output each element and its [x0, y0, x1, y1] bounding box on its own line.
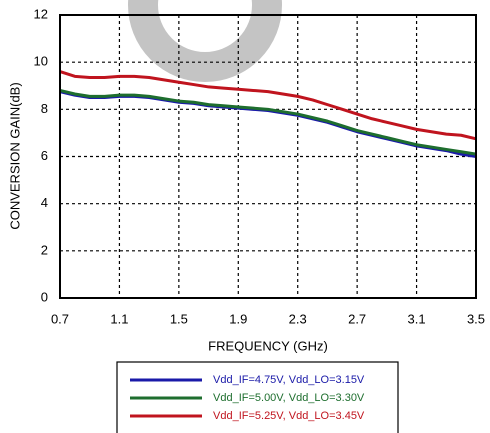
y-tick-label: 4: [41, 195, 48, 210]
x-tick-label: 1.1: [110, 311, 128, 326]
y-tick-label: 12: [34, 6, 48, 21]
plot-frame: [59, 14, 477, 299]
legend-label: Vdd_IF=5.25V, Vdd_LO=3.45V: [213, 410, 365, 422]
y-axis-label: CONVERSION GAIN(dB): [7, 82, 22, 229]
x-tick-label: 3.1: [408, 311, 426, 326]
x-tick-label: 2.3: [289, 311, 307, 326]
x-tick-label: 2.7: [348, 311, 366, 326]
legend-label: Vdd_IF=4.75V, Vdd_LO=3.15V: [213, 374, 365, 386]
x-tick-label: 1.9: [229, 311, 247, 326]
y-tick-label: 0: [41, 289, 48, 304]
y-tick-label: 6: [41, 148, 48, 163]
x-tick-label: 3.5: [467, 311, 485, 326]
series-line: [59, 70, 477, 141]
series-line: [59, 89, 477, 156]
series-line: [59, 90, 477, 158]
y-tick-label: 2: [41, 242, 48, 257]
x-tick-label: 1.5: [170, 311, 188, 326]
watermark: [128, 0, 282, 82]
legend-label: Vdd_IF=5.00V, Vdd_LO=3.30V: [213, 392, 365, 404]
y-tick-label: 10: [34, 54, 48, 69]
y-tick-label: 8: [41, 101, 48, 116]
x-axis-label: FREQUENCY (GHz): [208, 338, 328, 353]
x-tick-label: 0.7: [51, 311, 69, 326]
